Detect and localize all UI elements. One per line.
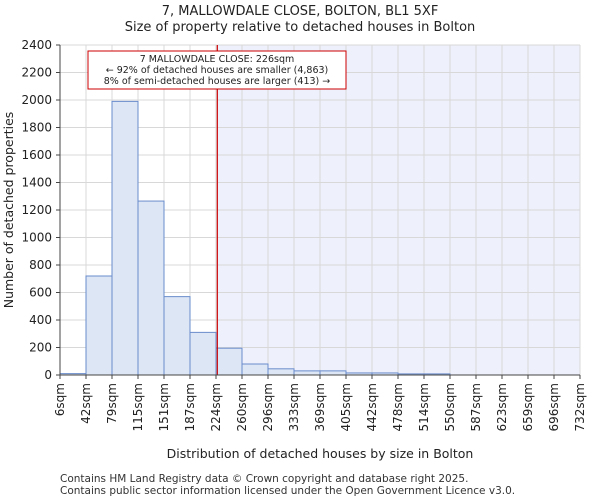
y-axis-label: Number of detached properties	[1, 112, 16, 309]
bar-369sqm	[319, 370, 347, 376]
y-tick-label: 600	[29, 286, 52, 300]
x-tick-label: 623sqm	[495, 383, 509, 431]
y-tick-label: 2000	[21, 93, 52, 107]
x-tick-label: 696sqm	[547, 383, 561, 431]
annotation-line-3: 8% of semi-detached houses are larger (4…	[104, 76, 331, 87]
x-tick-label: 550sqm	[443, 383, 457, 431]
bar-333sqm	[293, 370, 321, 376]
x-tick-label: 442sqm	[365, 383, 379, 431]
annotation-line-1: 7 MALLOWDALE CLOSE: 226sqm	[140, 54, 295, 65]
x-axis-ticks: 6sqm 42sqm 79sqm 115sqm 151sqm 187sqm 224sqm 26…	[53, 375, 587, 431]
bar-260sqm	[241, 363, 269, 376]
footer-attribution-2: Contains public sector information licen…	[60, 485, 516, 497]
axes	[59, 45, 580, 376]
x-tick-label: 187sqm	[183, 383, 197, 431]
x-tick-label: 659sqm	[521, 383, 535, 431]
y-tick-label: 1400	[21, 176, 52, 190]
y-tick-label: 0	[44, 368, 52, 382]
y-tick-label: 2400	[21, 38, 52, 52]
y-tick-label: 400	[29, 313, 52, 327]
x-tick-label: 42sqm	[79, 383, 93, 424]
y-tick-label: 200	[29, 341, 52, 355]
y-tick-label: 1800	[21, 121, 52, 135]
footer-attribution-1: Contains HM Land Registry data © Crown c…	[60, 473, 469, 485]
x-tick-label: 369sqm	[313, 383, 327, 431]
x-tick-label: 260sqm	[235, 383, 249, 431]
bar-79sqm	[111, 100, 139, 376]
y-axis-ticks: 0 200 400 600 800 1000 1200 1400 1600 1800 2000 220…	[21, 38, 60, 382]
x-tick-label: 115sqm	[131, 383, 145, 431]
x-tick-label: 405sqm	[339, 383, 353, 431]
bars	[59, 100, 451, 376]
y-tick-label: 1200	[21, 203, 52, 217]
x-tick-label: 587sqm	[469, 383, 483, 431]
x-tick-label: 79sqm	[105, 383, 119, 424]
annotation-line-2: ← 92% of detached houses are smaller (4,…	[106, 65, 329, 76]
x-tick-label: 478sqm	[391, 383, 405, 431]
y-tick-label: 800	[29, 258, 52, 272]
y-tick-label: 2200	[21, 66, 52, 80]
x-tick-label: 333sqm	[287, 383, 301, 431]
bar-151sqm	[163, 296, 191, 376]
bar-115sqm	[137, 200, 165, 376]
x-tick-label: 296sqm	[261, 383, 275, 431]
x-tick-label: 151sqm	[157, 383, 171, 431]
bar-187sqm	[189, 331, 217, 376]
y-tick-label: 1600	[21, 148, 52, 162]
chart-title: 7, MALLOWDALE CLOSE, BOLTON, BL1 5XF	[161, 4, 439, 19]
annotation-box: 7 MALLOWDALE CLOSE: 226sqm ← 92% of deta…	[87, 50, 347, 90]
y-tick-label: 1000	[21, 231, 52, 245]
x-tick-label: 224sqm	[209, 383, 223, 431]
chart-subtitle: Size of property relative to detached ho…	[124, 20, 476, 35]
x-tick-label: 732sqm	[573, 383, 587, 431]
bar-224sqm	[215, 347, 243, 376]
bar-42sqm	[85, 275, 113, 376]
x-tick-label: 6sqm	[53, 383, 67, 416]
x-tick-label: 514sqm	[417, 383, 431, 431]
bar-296sqm	[267, 368, 295, 376]
x-axis-label: Distribution of detached houses by size …	[167, 446, 474, 461]
